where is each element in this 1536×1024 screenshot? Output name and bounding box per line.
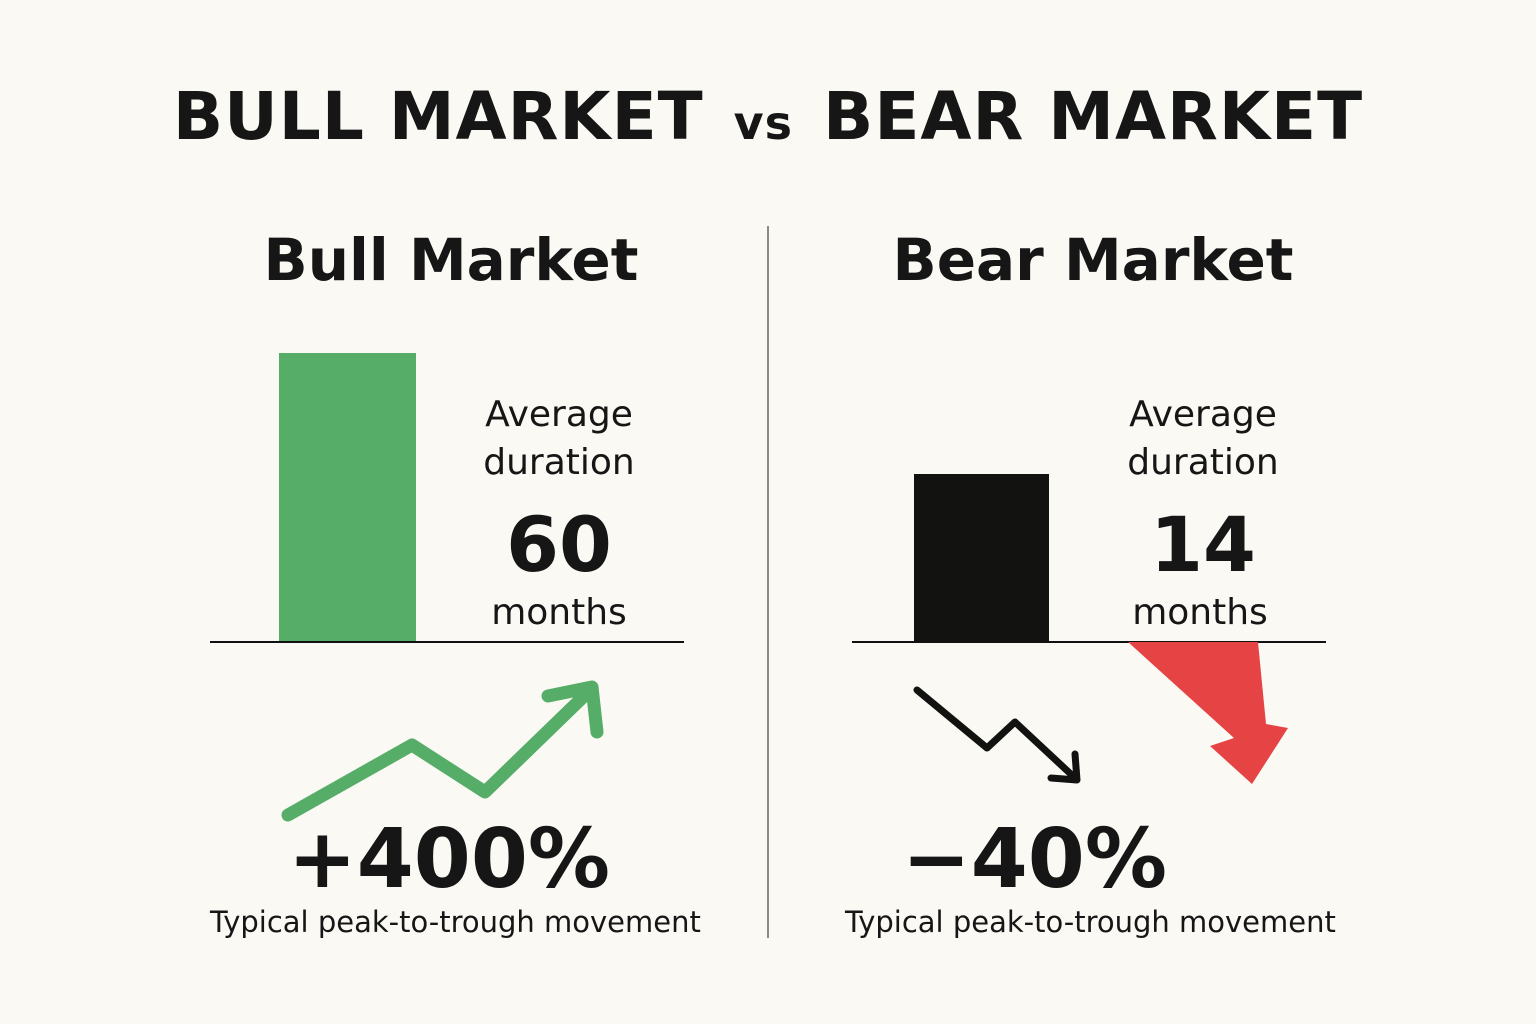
- bull-baseline: [210, 641, 684, 643]
- title-vs: vs: [733, 96, 794, 150]
- bear-duration-unit: months: [1132, 592, 1268, 633]
- page-title: BULL MARKET vs BEAR MARKET: [0, 78, 1536, 155]
- bear-caption: Typical peak-to-trough movement: [845, 905, 1336, 939]
- bull-duration-label: Average duration: [483, 394, 635, 483]
- big-down-arrow-icon: [1128, 642, 1288, 784]
- trend-up-arrow-icon: [281, 680, 604, 822]
- title-bear: BEAR MARKET: [823, 78, 1364, 155]
- bull-duration-value: 60: [506, 500, 612, 589]
- bull-movement-value: +400%: [288, 812, 611, 907]
- bear-duration-label: Average duration: [1127, 394, 1279, 483]
- bear-duration-value: 14: [1150, 500, 1256, 589]
- bull-heading: Bull Market: [263, 226, 639, 294]
- title-bull: BULL MARKET: [172, 78, 704, 155]
- panel-divider: [767, 226, 769, 938]
- bear-duration-bar: [914, 474, 1049, 642]
- bull-duration-unit: months: [491, 592, 627, 633]
- bear-movement-value: −40%: [902, 812, 1167, 907]
- bear-baseline: [852, 641, 1326, 643]
- bear-heading: Bear Market: [892, 226, 1294, 294]
- trend-down-arrow-icon: [913, 686, 1081, 784]
- bull-duration-bar: [279, 353, 416, 642]
- bull-caption: Typical peak-to-trough movement: [210, 905, 701, 939]
